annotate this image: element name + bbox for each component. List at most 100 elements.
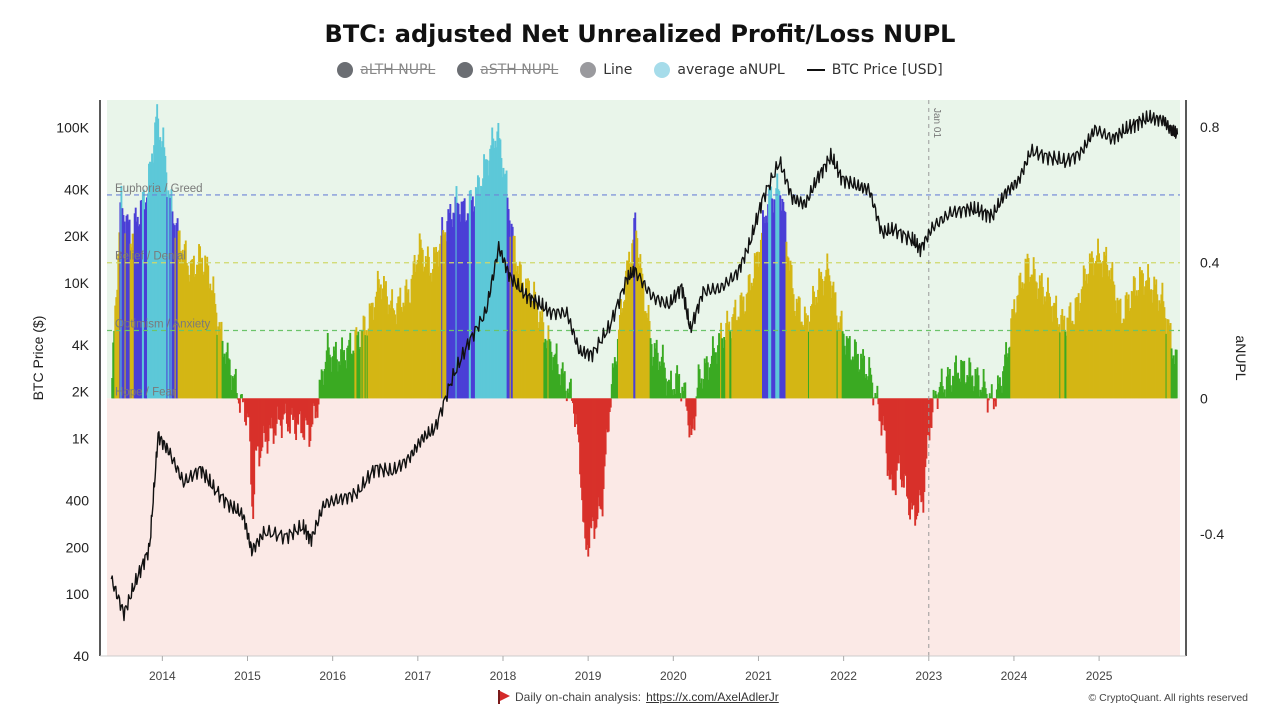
anupl-bar [1057,326,1060,399]
anupl-bar [709,363,712,399]
anupl-bar [316,398,319,418]
anupl-bar [142,189,145,399]
anupl-bar [942,392,945,399]
anupl-bar [949,385,952,399]
anupl-bar [454,196,457,399]
anupl-bar [222,356,225,399]
anupl-bar [555,343,558,399]
zone-label: Belief / Denial [115,251,186,263]
anupl-bar [823,280,826,399]
legend-item-average-anupl[interactable]: average aNUPL [654,62,785,78]
anupl-bar [114,305,117,399]
anupl-bar [301,398,304,433]
anupl-bar [133,213,136,399]
anupl-bar [464,221,467,399]
anupl-bar [610,384,613,399]
anupl-bar [747,275,750,399]
anupl-bar [727,324,730,399]
anupl-bar [214,303,217,399]
anupl-bar [785,241,788,399]
anupl-bar [920,398,923,503]
anupl-bar [766,222,768,399]
anupl-bar [438,250,441,399]
anupl-bar [463,198,466,399]
anupl-bar [289,398,291,434]
anupl-bar [1081,286,1084,399]
anupl-bar [957,372,960,399]
anupl-bar [548,339,551,399]
anupl-bar [1097,238,1099,399]
legend-item-btc-price[interactable]: BTC Price [USD] [806,62,943,78]
anupl-bar [1173,364,1176,399]
anupl-bar [353,352,356,399]
anupl-bar [523,298,526,399]
anupl-bar [738,318,741,399]
btc-price-line [110,109,1179,622]
anupl-bar [350,353,353,399]
anupl-bar [363,316,366,399]
anupl-bar [156,104,159,399]
anupl-bar [408,302,411,399]
anupl-bar [185,262,188,399]
anupl-bar [770,186,773,399]
anupl-bar [484,159,487,399]
anupl-bar [820,271,823,399]
anupl-bar [931,398,934,413]
anupl-bar [176,218,179,399]
anupl-bar [908,398,910,516]
anupl-bars [111,104,1178,557]
anupl-bar [420,247,423,399]
legend-item-asth-nupl[interactable]: aSTH NUPL [457,62,558,78]
anupl-bar [1027,258,1030,399]
anupl-bar [422,271,425,399]
anupl-bar [558,374,561,399]
left-tick-label: 2K [72,384,90,400]
anupl-bar [745,294,748,399]
anupl-bar [800,321,803,399]
anupl-bar [241,394,243,399]
anupl-bar [861,358,863,399]
anupl-bar [751,285,754,399]
anupl-bar [1075,297,1078,399]
anupl-bar [752,278,755,399]
anupl-bar [668,379,670,399]
anupl-bar [444,232,447,399]
anupl-bar [1163,307,1166,399]
anupl-bar [368,303,371,399]
anupl-bar [1172,355,1175,399]
anupl-bar [508,220,511,399]
anupl-bar [348,339,351,399]
anupl-bar [952,375,954,399]
anupl-bar [1073,324,1076,399]
x-tick-label: 2022 [830,669,857,683]
anupl-bar [870,374,873,399]
anupl-bar [874,393,877,399]
anupl-bar [286,398,289,432]
anupl-bar [776,173,779,399]
zone-label: Optimism / Anxiety [115,319,210,331]
anupl-bar [402,302,405,399]
legend-item-line[interactable]: Line [580,62,632,78]
legend-item-alth-nupl[interactable]: aLTH NUPL [337,62,435,78]
anupl-bar [969,362,972,399]
anupl-bar [199,246,202,399]
anupl-bar [801,324,804,399]
anupl-bar [964,383,967,399]
anupl-bar [298,398,301,415]
anupl-bar [190,259,193,399]
anupl-bar [119,202,122,399]
anupl-bar [1098,253,1100,399]
anupl-bar [1108,270,1111,399]
left-tick-label: 4K [72,337,90,353]
anupl-bar [618,315,621,399]
anupl-bar [337,371,339,399]
anupl-bar [702,379,705,399]
anupl-bar [320,369,323,399]
anupl-bar [662,362,665,399]
anupl-bar [506,197,509,399]
left-tick-label: 1K [72,431,90,447]
anupl-bar [923,398,926,492]
footer-analysis-link[interactable]: https://x.com/AxelAdlerJr [646,690,779,704]
anupl-bar [655,339,658,399]
anupl-bar [669,381,671,399]
